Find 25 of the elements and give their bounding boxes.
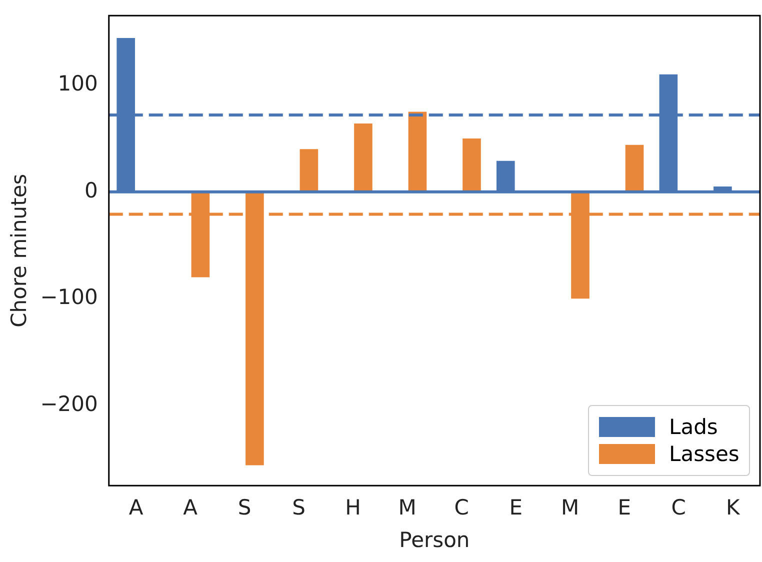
bar (300, 149, 318, 192)
x-tick-label: A (128, 496, 144, 520)
bar (354, 123, 372, 192)
y-tick-label: −100 (40, 285, 98, 310)
x-tick-label: C (454, 496, 469, 520)
x-tick-label: E (509, 496, 522, 520)
x-tick-label: H (345, 496, 361, 520)
x-tick-label: C (671, 496, 686, 520)
x-tick-label: E (618, 496, 631, 520)
legend-label: Lads (669, 414, 718, 439)
bar (408, 112, 427, 192)
x-tick-label: S (238, 496, 252, 520)
x-tick-label: M (398, 496, 416, 520)
bar (462, 138, 481, 192)
y-tick-label: −200 (40, 392, 98, 416)
y-tick-label: 100 (58, 71, 98, 96)
x-tick-label: A (183, 496, 198, 520)
y-tick-label: 0 (84, 178, 98, 202)
x-tick-label: M (561, 496, 580, 520)
x-tick-label: S (292, 496, 306, 520)
bar (625, 144, 644, 192)
x-tick-label: K (726, 496, 741, 520)
y-axis-title: Chore minutes (7, 174, 32, 328)
legend-label: Lasses (669, 442, 740, 466)
x-axis-title: Person (399, 528, 470, 552)
